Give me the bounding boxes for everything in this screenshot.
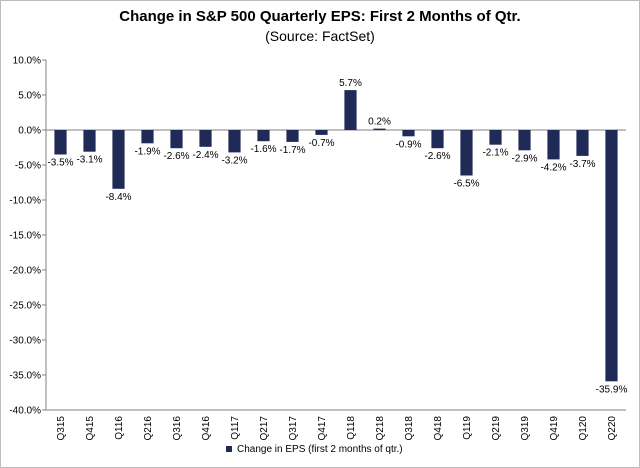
y-tick-label: -5.0%	[15, 161, 41, 172]
y-tick-label: -40.0%	[9, 406, 41, 417]
x-axis: Q315 Q415 Q116 Q216 Q316 Q416 Q117 Q217 Q317 Q417…	[46, 409, 626, 441]
data-label: -1.6%	[250, 144, 276, 155]
data-label: -35.9%	[596, 384, 628, 395]
y-tick-label: -15.0%	[9, 231, 41, 242]
data-label: 0.2%	[368, 117, 391, 128]
category-label: Q216	[143, 416, 154, 441]
chart-title: Change in S&P 500 Quarterly EPS: First 2…	[119, 8, 521, 25]
category-label: Q219	[491, 416, 502, 441]
category-label: Q418	[433, 416, 444, 441]
bar-q220	[605, 130, 618, 382]
y-axis: 10.0% 5.0% 0.0% -5.0% -10.0% -15.0% -20.0% -25.…	[9, 56, 626, 417]
data-label: -3.5%	[47, 158, 73, 169]
bar-q119	[460, 130, 473, 176]
category-label: Q415	[85, 416, 96, 441]
bar-q218	[373, 128, 386, 130]
y-tick-label: 0.0%	[18, 126, 41, 137]
category-label: Q319	[520, 416, 531, 441]
category-label: Q217	[259, 416, 270, 441]
data-label: -1.7%	[279, 145, 305, 156]
category-label: Q315	[56, 416, 67, 441]
category-label: Q120	[578, 416, 589, 441]
data-label: -0.9%	[395, 139, 421, 150]
bar-q120	[576, 130, 589, 156]
data-label: -8.4%	[105, 192, 131, 203]
category-label: Q220	[607, 416, 618, 441]
category-label: Q116	[114, 416, 125, 440]
category-label: Q419	[549, 416, 560, 441]
bar-q117	[228, 130, 241, 153]
y-tick-label: 10.0%	[13, 56, 41, 67]
category-label: Q316	[172, 416, 183, 441]
bars-group: -3.5% -3.1%-8.4%-1.9% -2.6% -2.4%-3.2%-1.6%…	[47, 78, 627, 395]
data-label: -3.1%	[76, 155, 102, 166]
bar-q216	[141, 130, 154, 144]
category-label: Q218	[375, 416, 386, 441]
data-label: -2.9%	[511, 153, 537, 164]
bar-q417	[315, 130, 328, 135]
chart-subtitle: (Source: FactSet)	[265, 28, 375, 44]
bar-q418	[431, 130, 444, 149]
bar-q315	[54, 130, 67, 155]
y-tick-label: -25.0%	[9, 301, 41, 312]
category-label: Q416	[201, 416, 212, 441]
category-label: Q317	[288, 416, 299, 441]
data-label: -2.6%	[163, 151, 189, 162]
data-label: -4.2%	[540, 162, 566, 173]
category-label: Q119	[462, 416, 473, 440]
y-tick-label: -10.0%	[9, 196, 41, 207]
data-label: -6.5%	[453, 179, 479, 190]
data-label: -3.2%	[221, 155, 247, 166]
y-tick-label: -35.0%	[9, 371, 41, 382]
data-label: -3.7%	[569, 159, 595, 170]
data-label: -2.1%	[482, 148, 508, 159]
data-label: -0.7%	[308, 138, 334, 149]
data-label: -2.6%	[424, 151, 450, 162]
bar-q219	[489, 130, 502, 145]
bar-q118	[344, 90, 357, 130]
legend-swatch	[226, 446, 232, 452]
legend-label: Change in EPS (first 2 months of qtr.)	[237, 444, 403, 455]
y-tick-label: 5.0%	[18, 91, 41, 102]
bar-q318	[402, 130, 415, 137]
legend: Change in EPS (first 2 months of qtr.)	[226, 444, 403, 455]
bar-q415	[83, 130, 96, 152]
y-tick-label: -20.0%	[9, 266, 41, 277]
data-label: 5.7%	[339, 78, 362, 89]
bar-q416	[199, 130, 212, 147]
bar-q116	[112, 130, 125, 189]
category-label: Q117	[230, 416, 241, 440]
category-label: Q318	[404, 416, 415, 441]
bar-q316	[170, 130, 183, 149]
category-label: Q118	[346, 416, 357, 440]
bar-q419	[547, 130, 560, 160]
y-tick-label: -30.0%	[9, 336, 41, 347]
category-label: Q417	[317, 416, 328, 441]
bar-q317	[286, 130, 299, 142]
data-label: -1.9%	[134, 146, 160, 157]
bar-q319	[518, 130, 531, 151]
bar-q217	[257, 130, 270, 142]
data-label: -2.4%	[192, 150, 218, 161]
